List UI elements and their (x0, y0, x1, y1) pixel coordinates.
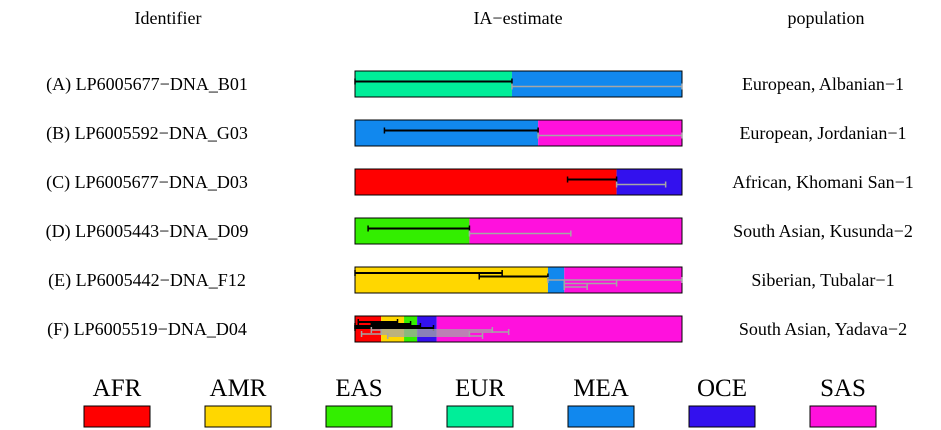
legend-item-mea: MEA (567, 375, 635, 428)
legend-label: EUR (455, 375, 505, 402)
legend-swatch (204, 405, 272, 428)
legend-item-eas: EAS (325, 375, 393, 428)
legend-swatch (83, 405, 151, 428)
legend-swatch (688, 405, 756, 428)
legend-swatch (325, 405, 393, 428)
legend-item-eur: EUR (446, 375, 514, 428)
chart-row: (A) LP6005677−DNA_B01 European, Albanian−… (46, 70, 904, 98)
chart-rows: (A) LP6005677−DNA_B01 European, Albanian−… (46, 70, 914, 343)
bar-segment-sas (538, 120, 682, 146)
legend-swatch (567, 405, 635, 428)
chart-row: (D) LP6005443−DNA_D09 South Asian, Kusund… (46, 217, 913, 245)
legend-item-sas: SAS (809, 375, 877, 428)
legend: AFR AMR EAS EUR MEA OCE SAS (83, 375, 877, 428)
legend-label: MEA (573, 375, 629, 402)
bar-segment-oce (616, 169, 682, 195)
estimate-header: IA−estimate (473, 8, 562, 28)
row-population: European, Jordanian−1 (739, 123, 906, 143)
row-identifier: (B) LP6005592−DNA_G03 (46, 123, 248, 144)
bar-segment-sas (436, 316, 682, 342)
legend-label: AFR (93, 375, 142, 402)
row-identifier: (F) LP6005519−DNA_D04 (47, 319, 247, 340)
legend-label: SAS (820, 375, 866, 402)
row-identifier: (D) LP6005443−DNA_D09 (46, 221, 249, 242)
legend-label: OCE (697, 375, 747, 402)
chart-row: (B) LP6005592−DNA_G03 European, Jordanian… (46, 119, 907, 147)
bar-segment-eas (355, 218, 470, 244)
row-identifier: (A) LP6005677−DNA_B01 (46, 74, 248, 95)
legend-item-afr: AFR (83, 375, 151, 428)
bar-segment-afr (355, 169, 617, 195)
row-population: Siberian, Tubalar−1 (751, 270, 894, 290)
chart-row: (C) LP6005677−DNA_D03 African, Khomani Sa… (46, 168, 914, 196)
bar-segment-sas (469, 218, 682, 244)
legend-item-amr: AMR (204, 375, 272, 428)
bar-segment-mea (511, 71, 682, 97)
chart-row: (F) LP6005519−DNA_D04 South Asian, Yadava… (47, 315, 907, 343)
bar-outline (354, 217, 683, 245)
row-identifier: (E) LP6005442−DNA_F12 (48, 270, 246, 291)
row-population: European, Albanian−1 (742, 74, 904, 94)
identifier-header: Identifier (135, 8, 202, 28)
bar-segment-eur (355, 71, 512, 97)
bar-outline (354, 168, 683, 196)
bar-segment-mea (355, 120, 539, 146)
bar-segment-amr (355, 267, 548, 293)
population-header: population (788, 8, 865, 28)
legend-label: AMR (210, 375, 267, 402)
row-population: South Asian, Yadava−2 (739, 319, 907, 339)
legend-item-oce: OCE (688, 375, 756, 428)
legend-swatch (809, 405, 877, 428)
row-population: African, Khomani San−1 (732, 172, 914, 192)
chart-row: (E) LP6005442−DNA_F12 Siberian, Tubalar−1 (48, 266, 895, 294)
row-identifier: (C) LP6005677−DNA_D03 (46, 172, 248, 193)
legend-swatch (446, 405, 514, 428)
row-population: South Asian, Kusunda−2 (733, 221, 913, 241)
legend-label: EAS (335, 375, 382, 402)
